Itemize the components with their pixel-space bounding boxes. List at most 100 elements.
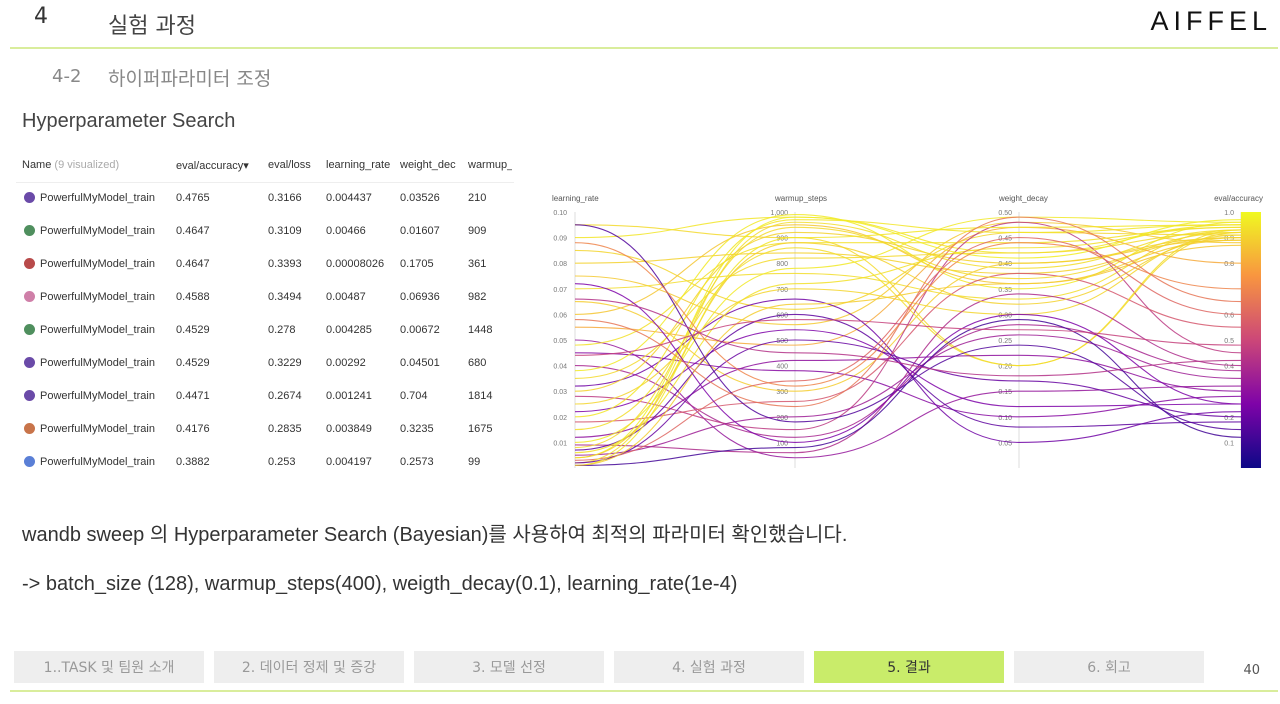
- nav-tab-1[interactable]: 1..TASK 및 팀원 소개: [14, 651, 204, 683]
- col-warmup[interactable]: warmup_: [468, 159, 512, 171]
- chart-svg: learning_rate 0.10 0.09 0.08 0.07 0.06 0.05 0.0…: [552, 194, 1263, 468]
- col-eval-loss[interactable]: eval/loss: [268, 159, 311, 171]
- visualized-count: (9 visualized): [54, 159, 120, 171]
- series-line[interactable]: [574, 216, 1242, 459]
- run-name[interactable]: PowerfulMyModel_train: [40, 258, 155, 270]
- run-name[interactable]: PowerfulMyModel_train: [40, 357, 155, 369]
- series-line[interactable]: [574, 237, 1242, 461]
- cell-warmup-steps: 982: [468, 291, 487, 303]
- result-text: -> batch_size (128), warmup_steps(400), …: [22, 573, 738, 595]
- series-line[interactable]: [574, 283, 1242, 443]
- run-color-dot[interactable]: [24, 192, 35, 203]
- axis-tick-label: 300: [776, 389, 788, 396]
- axis-tick-label: 100: [776, 440, 788, 447]
- table-row[interactable]: PowerfulMyModel_train 0.4647 0.3393 0.00008…: [16, 249, 514, 282]
- series-line[interactable]: [574, 239, 1242, 466]
- run-color-dot[interactable]: [24, 423, 35, 434]
- axis-tick-label: 0.08: [553, 261, 567, 268]
- run-name[interactable]: PowerfulMyModel_train: [40, 225, 155, 237]
- series-line[interactable]: [574, 298, 1242, 377]
- nav-tab-4[interactable]: 4. 실험 과정: [614, 651, 804, 683]
- series-line[interactable]: [574, 216, 1242, 408]
- series-line[interactable]: [574, 318, 1242, 466]
- axis-tick-label: 0.10: [553, 210, 567, 217]
- series-line[interactable]: [574, 226, 1242, 346]
- series-line[interactable]: [574, 221, 1242, 326]
- table-row[interactable]: PowerfulMyModel_train 0.4529 0.3229 0.00292…: [16, 348, 514, 381]
- series-line[interactable]: [574, 224, 1242, 367]
- run-color-dot[interactable]: [24, 258, 35, 269]
- run-color-dot[interactable]: [24, 390, 35, 401]
- series-line[interactable]: [574, 231, 1242, 379]
- series-line[interactable]: [574, 231, 1242, 310]
- series-line[interactable]: [574, 313, 1242, 451]
- run-color-dot[interactable]: [24, 225, 35, 236]
- cell-eval-accuracy: 0.4647: [176, 258, 210, 270]
- series-line[interactable]: [574, 293, 1242, 454]
- series-line[interactable]: [574, 334, 1242, 456]
- table-row[interactable]: PowerfulMyModel_train 0.4176 0.2835 0.00384…: [16, 414, 514, 447]
- series-line[interactable]: [574, 226, 1242, 449]
- axis-tick-label: 0.04: [553, 364, 567, 371]
- cell-warmup-steps: 1675: [468, 423, 493, 435]
- col-learning-rate[interactable]: learning_rate: [326, 159, 391, 171]
- table-row[interactable]: PowerfulMyModel_train 0.4529 0.278 0.004285…: [16, 315, 514, 348]
- run-name[interactable]: PowerfulMyModel_train: [40, 423, 155, 435]
- series-line[interactable]: [574, 221, 1242, 464]
- run-color-dot[interactable]: [24, 324, 35, 335]
- run-color-dot[interactable]: [24, 456, 35, 467]
- run-name[interactable]: PowerfulMyModel_train: [40, 390, 155, 402]
- series-line[interactable]: [574, 234, 1242, 405]
- cell-weight-decay: 0.03526: [400, 192, 440, 204]
- table-row[interactable]: PowerfulMyModel_train 0.3882 0.253 0.004197…: [16, 447, 514, 480]
- nav-tab-3[interactable]: 3. 모델 선정: [414, 651, 604, 683]
- series-line[interactable]: [574, 318, 1242, 356]
- series-line[interactable]: [574, 237, 1242, 459]
- axis-tick-label: 0.01: [553, 440, 567, 447]
- axis-tick-label: 0.40: [998, 261, 1012, 268]
- series-line[interactable]: [574, 224, 1242, 466]
- axis-tick-label: 0.4: [1224, 364, 1234, 371]
- axis-label: eval/accuracy: [1214, 194, 1263, 203]
- series-line[interactable]: [574, 324, 1242, 438]
- nav-tab-6[interactable]: 6. 회고: [1014, 651, 1204, 683]
- axis-tick-label: 0.25: [998, 338, 1012, 345]
- cell-eval-accuracy: 0.4647: [176, 225, 210, 237]
- run-name[interactable]: PowerfulMyModel_train: [40, 324, 155, 336]
- col-weight-decay[interactable]: weight_dec: [400, 159, 456, 171]
- series-line[interactable]: [574, 226, 1242, 454]
- axis-label: warmup_steps: [774, 194, 827, 203]
- footer-divider: [10, 690, 1278, 692]
- series-line[interactable]: [574, 224, 1242, 431]
- cell-learning-rate: 0.00292: [326, 357, 366, 369]
- nav-tab-2[interactable]: 2. 데이터 정제 및 증강: [214, 651, 404, 683]
- cell-eval-loss: 0.3109: [268, 225, 302, 237]
- run-color-dot[interactable]: [24, 291, 35, 302]
- axis-tick-label: 0.8: [1224, 261, 1234, 268]
- col-eval-accuracy[interactable]: eval/accuracy▾: [176, 159, 249, 172]
- axis-tick-label: 0.1: [1224, 440, 1234, 447]
- cell-eval-accuracy: 0.4529: [176, 357, 210, 369]
- colorbar: [1241, 212, 1261, 468]
- series-line[interactable]: [574, 242, 1242, 387]
- axis-tick-label: 800: [776, 261, 788, 268]
- run-name[interactable]: PowerfulMyModel_train: [40, 291, 155, 303]
- series-line[interactable]: [574, 229, 1242, 300]
- cell-learning-rate: 0.004285: [326, 324, 372, 336]
- table-row[interactable]: PowerfulMyModel_train 0.4588 0.3494 0.00487…: [16, 282, 514, 315]
- series-line[interactable]: [574, 339, 1242, 464]
- col-name[interactable]: Name (9 visualized): [22, 159, 119, 171]
- cell-eval-loss: 0.2835: [268, 423, 302, 435]
- cell-learning-rate: 0.00008026: [326, 258, 385, 270]
- table-row[interactable]: PowerfulMyModel_train 0.4471 0.2674 0.00124…: [16, 381, 514, 414]
- nav-tab-5[interactable]: 5. 결과: [814, 651, 1004, 683]
- table-row[interactable]: PowerfulMyModel_train 0.4765 0.3166 0.00443…: [16, 183, 514, 216]
- run-name[interactable]: PowerfulMyModel_train: [40, 456, 155, 468]
- series-line[interactable]: [574, 214, 1242, 372]
- series-line[interactable]: [574, 352, 1242, 418]
- cell-weight-decay: 0.1705: [400, 258, 434, 270]
- run-color-dot[interactable]: [24, 357, 35, 368]
- table-row[interactable]: PowerfulMyModel_train 0.4647 0.3109 0.00466…: [16, 216, 514, 249]
- cell-eval-accuracy: 0.4176: [176, 423, 210, 435]
- run-name[interactable]: PowerfulMyModel_train: [40, 192, 155, 204]
